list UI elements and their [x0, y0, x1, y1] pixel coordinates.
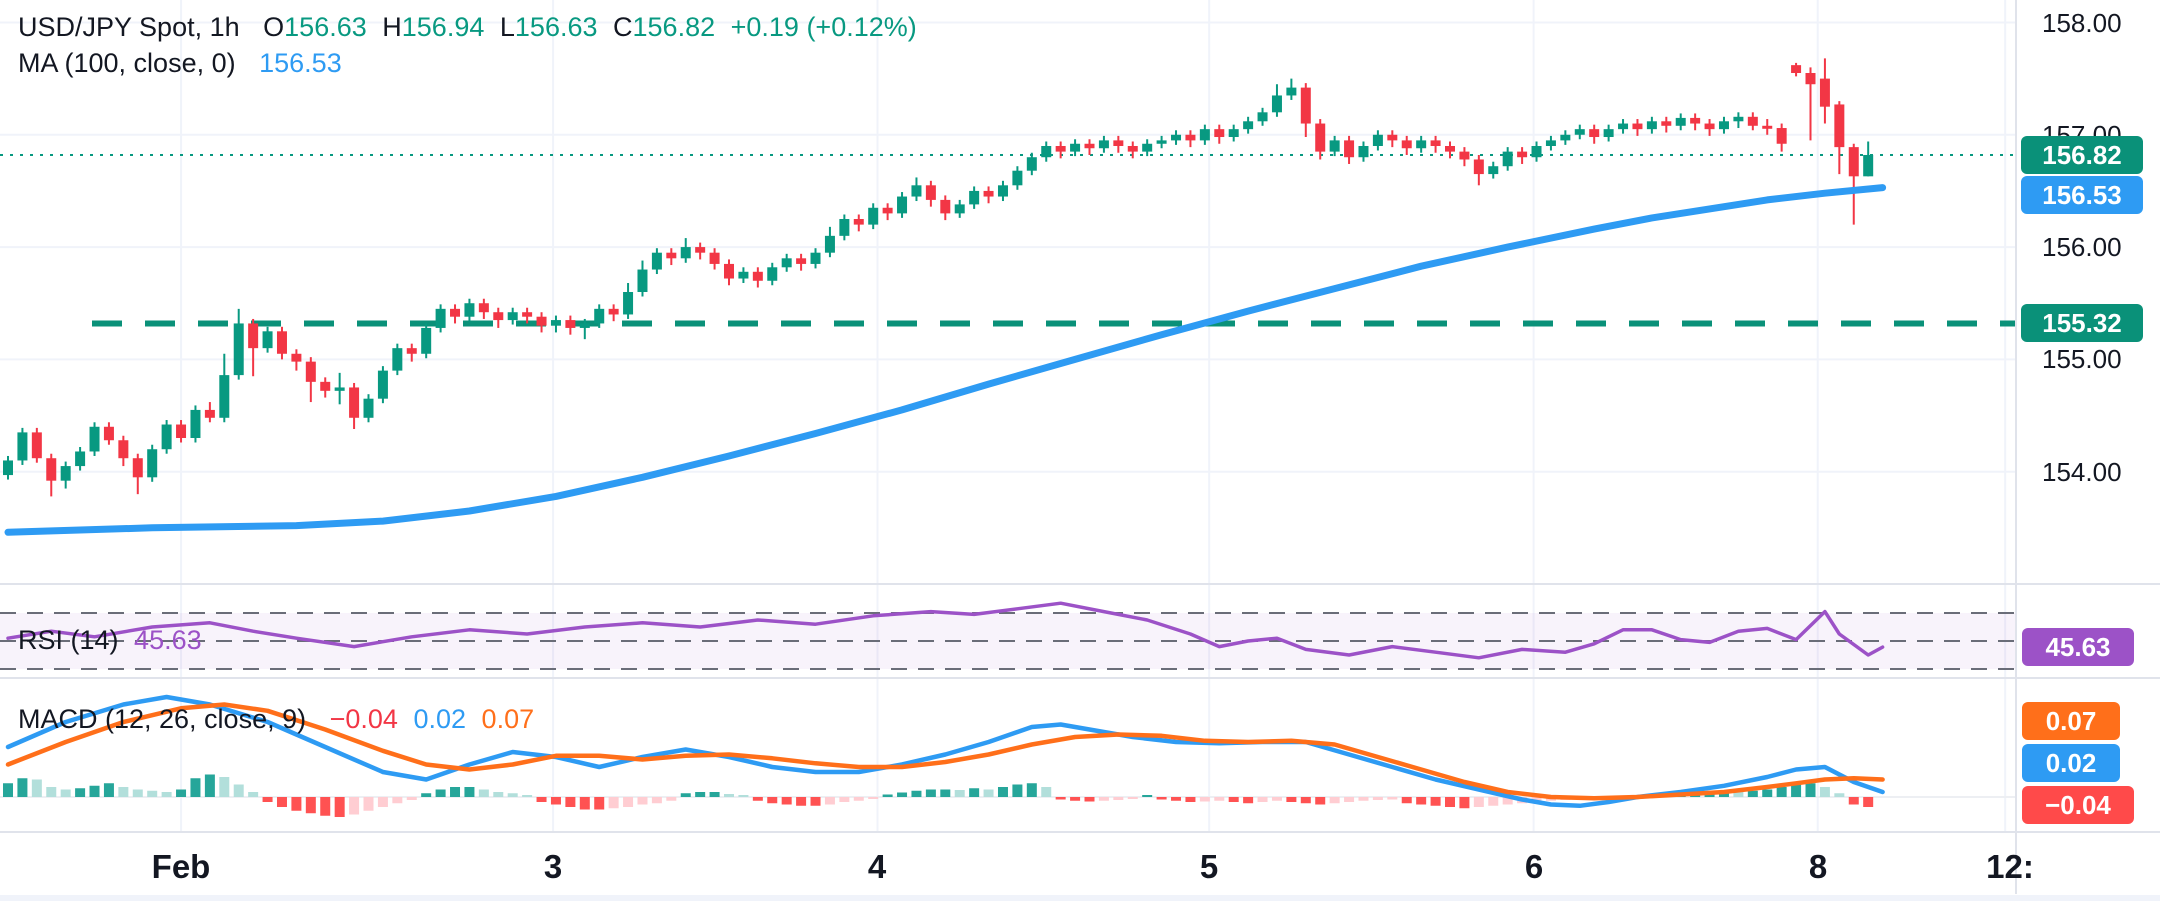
ma-label: MA (100, close, 0) — [18, 48, 236, 78]
support-level-badge: 155.32 — [2021, 304, 2143, 342]
low-value: 156.63 — [514, 12, 598, 42]
symbol-legend-row[interactable]: USD/JPY Spot, 1h O156.63 H156.94 L156.63… — [18, 12, 917, 43]
rsi-value: 45.63 — [134, 625, 202, 655]
low-label: L — [499, 12, 515, 42]
ma-legend-row[interactable]: MA (100, close, 0) 156.53 — [18, 48, 342, 79]
macd-signal-badge: 0.07 — [2022, 702, 2120, 740]
last-price-badge: 156.82 — [2021, 136, 2143, 174]
macd-signal-value: 0.07 — [481, 704, 535, 734]
high-value: 156.94 — [401, 12, 485, 42]
high-label: H — [382, 12, 402, 42]
change-value: +0.19 (+0.12%) — [730, 12, 917, 42]
time-axis-label: 3 — [543, 848, 563, 885]
time-axis-label: 6 — [1524, 848, 1544, 885]
time-axis-label: 4 — [867, 848, 887, 885]
close-value: 156.82 — [632, 12, 716, 42]
macd-legend-row[interactable]: MACD (12, 26, close, 9) −0.04 0.02 0.07 — [18, 704, 534, 735]
rsi-label: RSI (14) — [18, 625, 119, 655]
rsi-legend-row[interactable]: RSI (14) 45.63 — [18, 625, 202, 656]
price-axis-label: 158.00 — [2042, 8, 2122, 38]
ma-value-badge: 156.53 — [2021, 176, 2143, 214]
time-axis-label: Feb — [151, 848, 211, 885]
macd-value-badge: 0.02 — [2022, 744, 2120, 782]
price-axis-label: 155.00 — [2042, 344, 2122, 374]
ma-value: 156.53 — [259, 48, 342, 78]
symbol-title: USD/JPY Spot, 1h — [18, 12, 240, 42]
macd-hist-value: −0.04 — [329, 704, 398, 734]
time-axis-label: 8 — [1808, 848, 1828, 885]
time-axis-label: 12: — [1986, 848, 2034, 885]
time-axis-label: 5 — [1199, 848, 1219, 885]
open-label: O — [263, 12, 285, 42]
open-value: 156.63 — [284, 12, 367, 42]
macd-line-value: 0.02 — [413, 704, 467, 734]
macd-label: MACD (12, 26, close, 9) — [18, 704, 307, 734]
macd-hist-badge: −0.04 — [2022, 786, 2134, 824]
price-axis-label: 154.00 — [2042, 457, 2122, 487]
rsi-value-badge: 45.63 — [2022, 628, 2134, 666]
close-label: C — [613, 12, 633, 42]
price-axis-label: 156.00 — [2042, 232, 2122, 262]
